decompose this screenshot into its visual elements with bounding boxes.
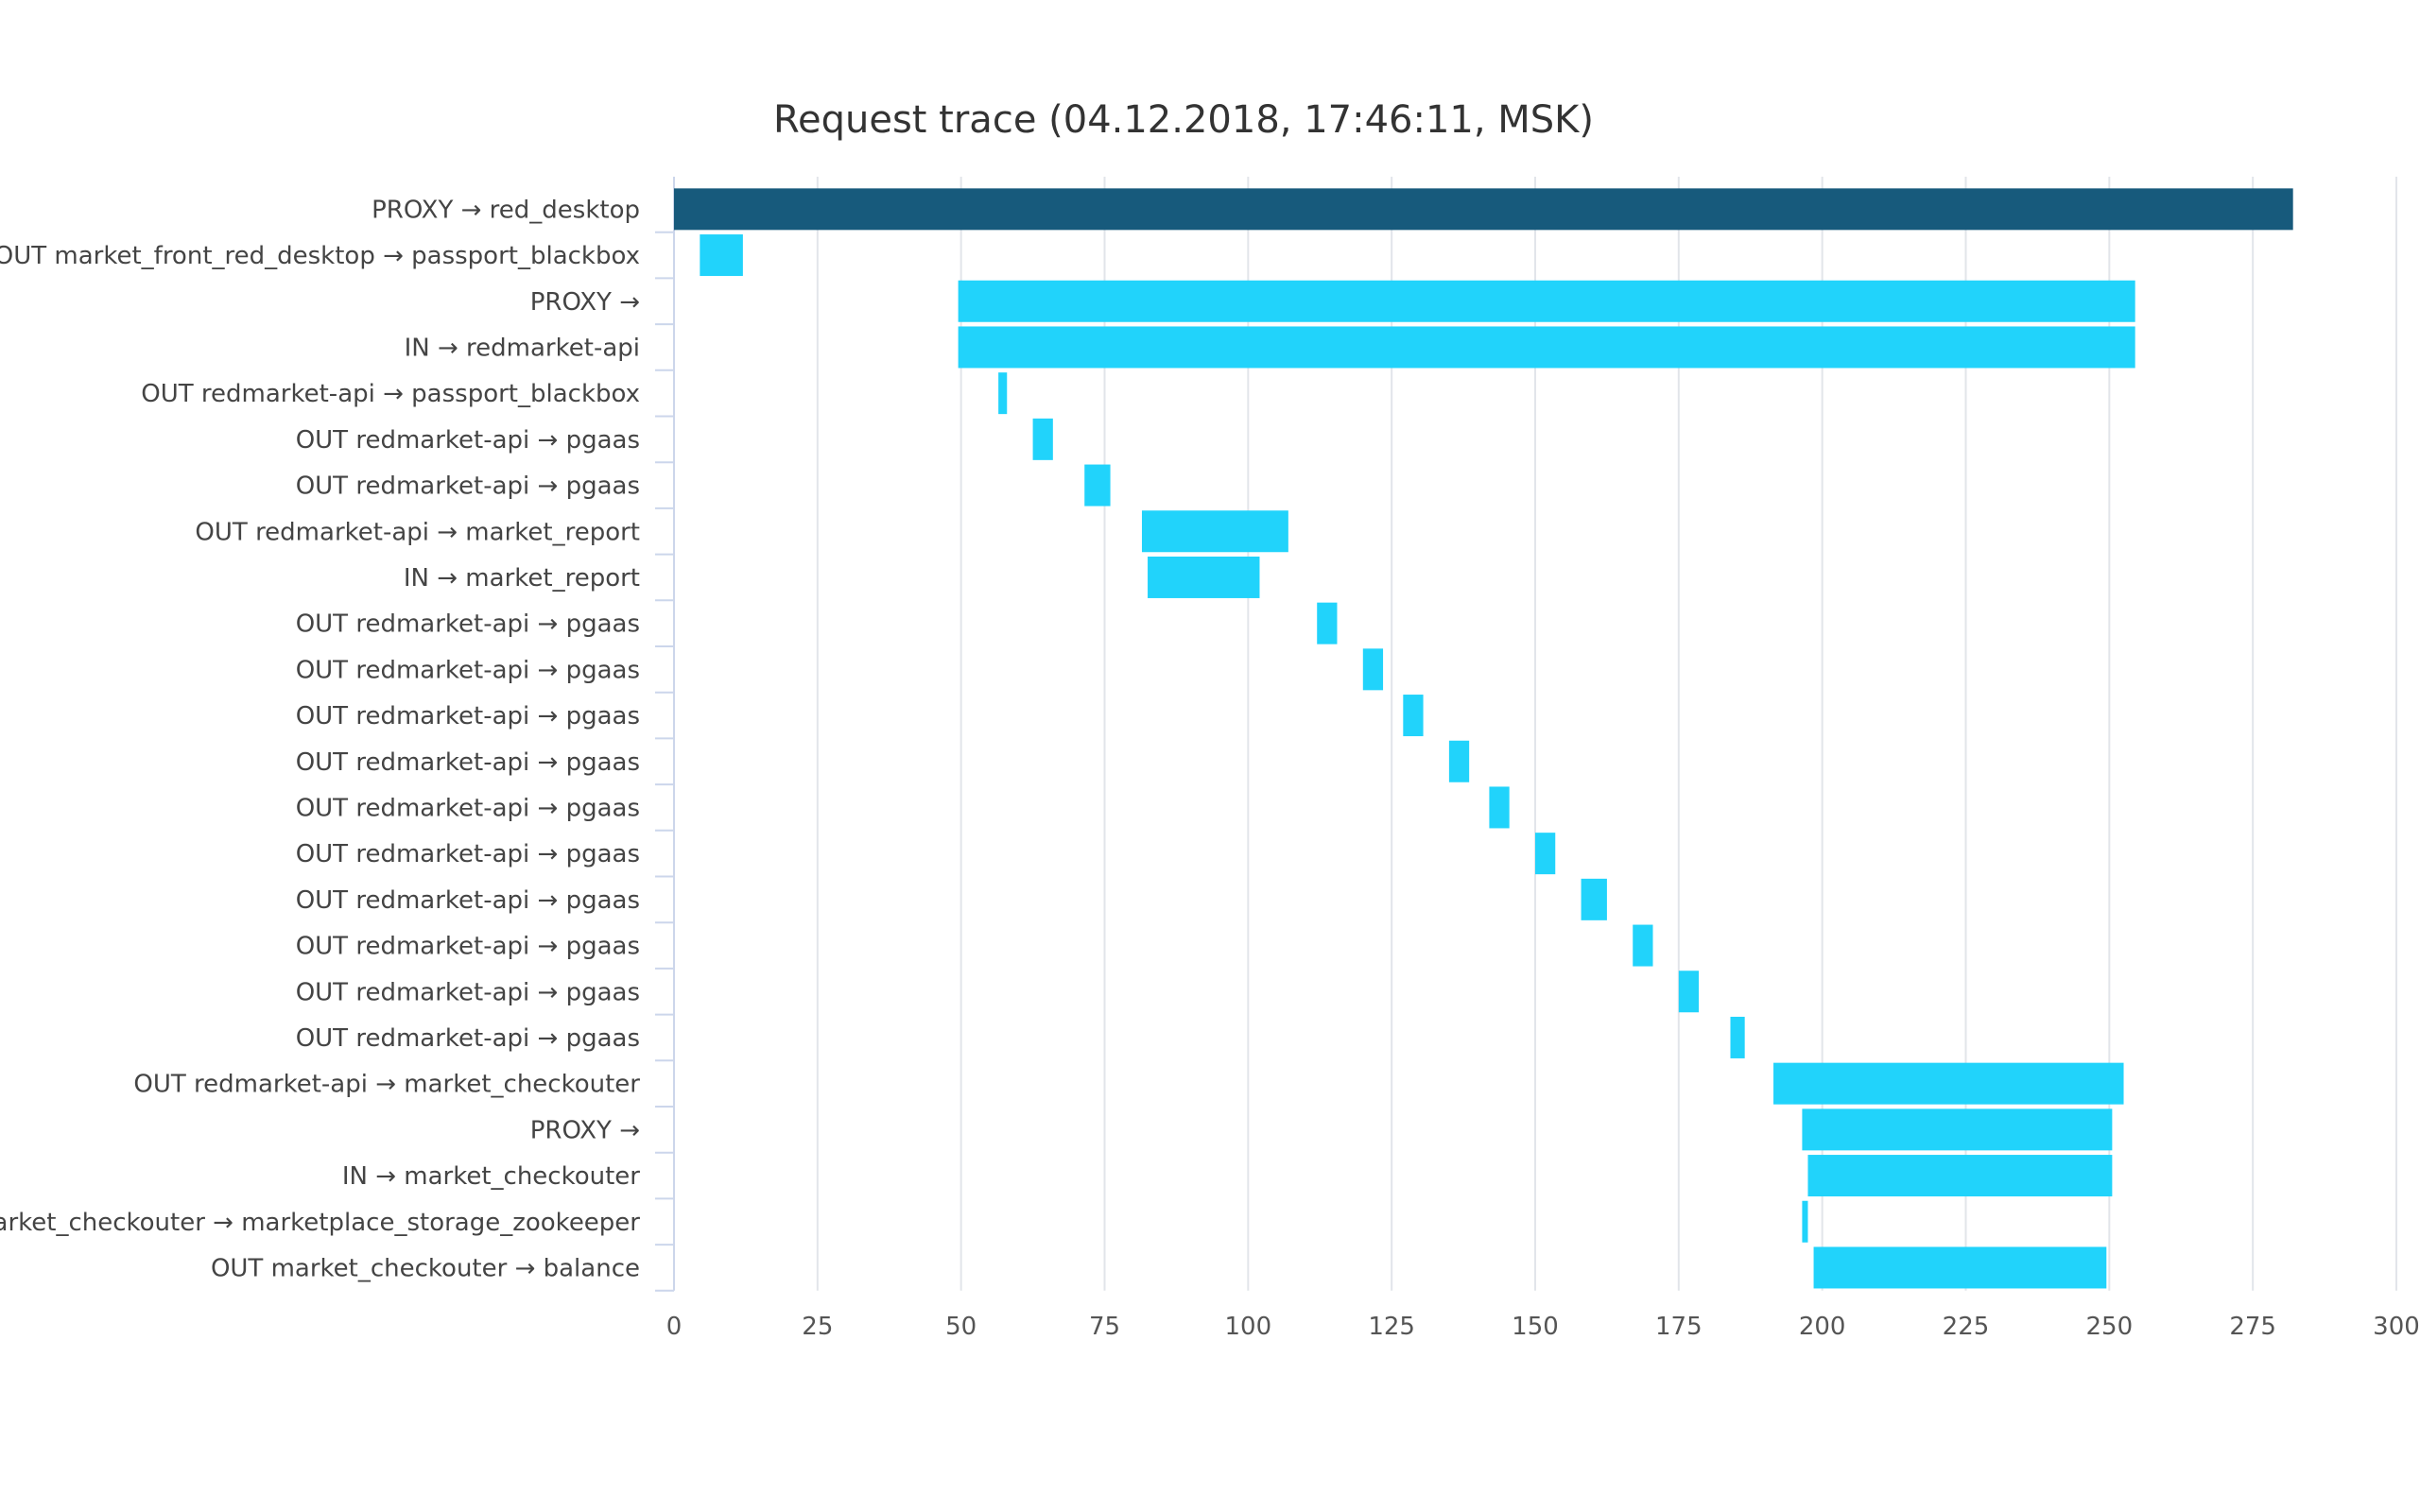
span-bar[interactable] — [1084, 464, 1111, 507]
span-bar[interactable] — [1141, 510, 1288, 553]
row-label: IN → redmarket-api — [405, 334, 640, 362]
x-tick-label: 100 — [1225, 1313, 1272, 1341]
span-bar[interactable] — [1813, 1246, 2107, 1289]
span-bar[interactable] — [1802, 1200, 1808, 1243]
axes — [655, 177, 675, 1292]
row-label: OUT redmarket-api → passport_blackbox — [141, 380, 640, 408]
span-bar[interactable] — [958, 280, 2135, 322]
row-label: OUT redmarket-api → pgaas — [296, 656, 640, 684]
row-label: PROXY → — [530, 288, 640, 317]
row-label: OUT market_checkouter → balance — [211, 1254, 640, 1282]
row-label: OUT redmarket-api → pgaas — [296, 886, 640, 915]
span-bar[interactable] — [1535, 833, 1556, 875]
span-bar[interactable] — [1773, 1062, 2124, 1105]
row-label: IN → market_report — [404, 564, 640, 593]
x-tick-label: 50 — [945, 1313, 977, 1341]
row-label: OUT redmarket-api → pgaas — [296, 1024, 640, 1053]
row-label: OUT market_front_red_desktop → passport_… — [0, 242, 640, 270]
span-bar[interactable] — [1317, 602, 1338, 644]
x-tick-label: 175 — [1655, 1313, 1703, 1341]
row-label: IN → market_checkouter — [342, 1162, 640, 1191]
chart-title: Request trace (04.12.2018, 17:46:11, MSK… — [773, 98, 1594, 142]
trace-spans — [674, 188, 2293, 1289]
span-bar[interactable] — [1403, 695, 1424, 737]
span-bar[interactable] — [998, 372, 1008, 415]
row-labels: PROXY → red_desktop OUT market_front_red_… — [0, 196, 640, 1282]
row-label: OUT redmarket-api → market_report — [195, 518, 640, 546]
span-bar[interactable] — [1807, 1155, 2113, 1197]
row-label: PROXY → — [530, 1116, 640, 1144]
span-bar[interactable] — [700, 234, 743, 277]
x-tick-label: 200 — [1799, 1313, 1846, 1341]
row-label: OUT redmarket-api → pgaas — [296, 748, 640, 777]
row-label: PROXY → red_desktop — [372, 196, 640, 224]
span-bar[interactable] — [1448, 740, 1470, 782]
span-bar[interactable] — [1032, 418, 1053, 460]
row-label: OUT redmarket-api → pgaas — [296, 933, 640, 961]
row-label: OUT redmarket-api → pgaas — [296, 702, 640, 730]
x-tick-label: 225 — [1943, 1313, 1990, 1341]
row-label: OUT market_checkouter → marketplace_stor… — [0, 1209, 640, 1237]
span-bar[interactable] — [1678, 971, 1700, 1013]
x-tick-labels: 0 25 50 75 100 125 150 175 200 225 250 275 300 — [666, 1313, 2420, 1341]
row-label: OUT redmarket-api → pgaas — [296, 472, 640, 501]
span-bar[interactable] — [1633, 924, 1653, 967]
span-bar[interactable] — [1148, 556, 1260, 598]
row-label: OUT redmarket-api → pgaas — [296, 426, 640, 455]
x-tick-label: 150 — [1512, 1313, 1559, 1341]
span-bar[interactable] — [674, 188, 2293, 231]
x-tick-label: 275 — [2229, 1313, 2276, 1341]
row-label: OUT redmarket-api → pgaas — [296, 840, 640, 868]
span-bar[interactable] — [1489, 786, 1510, 829]
span-bar[interactable] — [1802, 1108, 2113, 1151]
row-label: OUT redmarket-api → pgaas — [296, 794, 640, 822]
span-bar[interactable] — [1362, 648, 1384, 691]
x-tick-label: 25 — [802, 1313, 833, 1341]
row-label: OUT redmarket-api → pgaas — [296, 978, 640, 1006]
span-bar[interactable] — [1581, 878, 1607, 920]
x-tick-label: 75 — [1089, 1313, 1120, 1341]
span-bar[interactable] — [1730, 1016, 1745, 1058]
x-tick-label: 125 — [1368, 1313, 1415, 1341]
row-label: OUT redmarket-api → pgaas — [296, 610, 640, 639]
x-tick-label: 300 — [2373, 1313, 2420, 1341]
x-tick-label: 250 — [2086, 1313, 2134, 1341]
span-bar[interactable] — [958, 326, 2135, 369]
row-label: OUT redmarket-api → market_checkouter — [133, 1071, 640, 1099]
x-tick-label: 0 — [666, 1313, 683, 1341]
